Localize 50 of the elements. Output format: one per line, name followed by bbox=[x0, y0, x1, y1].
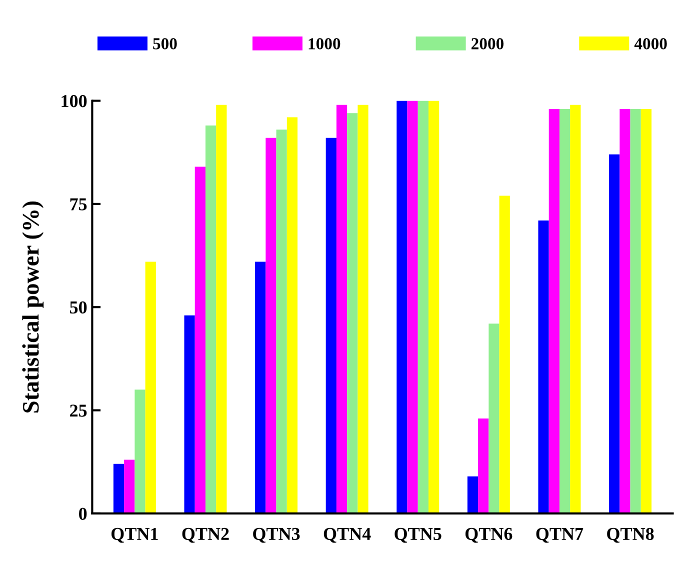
y-tick-label: 100 bbox=[62, 95, 87, 108]
bar bbox=[216, 104, 227, 514]
x-tick-label: QTN4 bbox=[324, 528, 371, 543]
bar bbox=[609, 154, 620, 514]
bar bbox=[336, 104, 348, 514]
x-tick-label: QTN7 bbox=[536, 528, 584, 543]
bar bbox=[428, 100, 440, 514]
x-tick-label: QTN8 bbox=[607, 528, 654, 543]
bar bbox=[286, 117, 298, 514]
bar bbox=[326, 138, 336, 514]
x-tick-label: QTN1 bbox=[111, 528, 158, 543]
y-tick-label: 25 bbox=[70, 404, 87, 417]
bar bbox=[358, 104, 368, 514]
bar bbox=[630, 109, 641, 514]
bar bbox=[205, 126, 216, 514]
bar bbox=[407, 100, 418, 514]
legend-label: 2000 bbox=[472, 38, 504, 50]
bar bbox=[478, 418, 489, 514]
legend-label: 1000 bbox=[308, 38, 340, 50]
bar bbox=[396, 100, 408, 514]
bar bbox=[467, 476, 478, 514]
x-tick-label: QTN5 bbox=[394, 528, 442, 543]
y-tick-label: 75 bbox=[70, 198, 87, 210]
y-tick-label: 50 bbox=[70, 301, 87, 314]
bar bbox=[347, 113, 358, 514]
bar bbox=[620, 109, 630, 514]
legend-label: 500 bbox=[153, 38, 177, 50]
legend-label: 4000 bbox=[634, 38, 667, 50]
bar bbox=[640, 109, 652, 514]
y-tick-label: 0 bbox=[79, 508, 87, 520]
bar bbox=[538, 220, 549, 514]
bar bbox=[255, 262, 266, 514]
y-axis-title: Statistical power (%) bbox=[22, 201, 44, 413]
bar bbox=[488, 324, 500, 514]
x-tick-label: QTN6 bbox=[465, 528, 512, 543]
bar bbox=[113, 464, 124, 514]
bar bbox=[570, 104, 581, 514]
bar bbox=[145, 262, 156, 514]
bar bbox=[548, 109, 560, 514]
bar bbox=[134, 390, 146, 514]
bar bbox=[184, 315, 195, 514]
bar bbox=[418, 100, 428, 514]
bar bbox=[499, 196, 510, 514]
bar bbox=[276, 130, 287, 514]
bar bbox=[124, 460, 135, 514]
x-tick-label: QTN3 bbox=[253, 528, 300, 543]
x-tick-label: QTN2 bbox=[182, 528, 229, 543]
bar bbox=[194, 166, 206, 514]
bar bbox=[266, 138, 276, 514]
bar bbox=[559, 109, 570, 514]
